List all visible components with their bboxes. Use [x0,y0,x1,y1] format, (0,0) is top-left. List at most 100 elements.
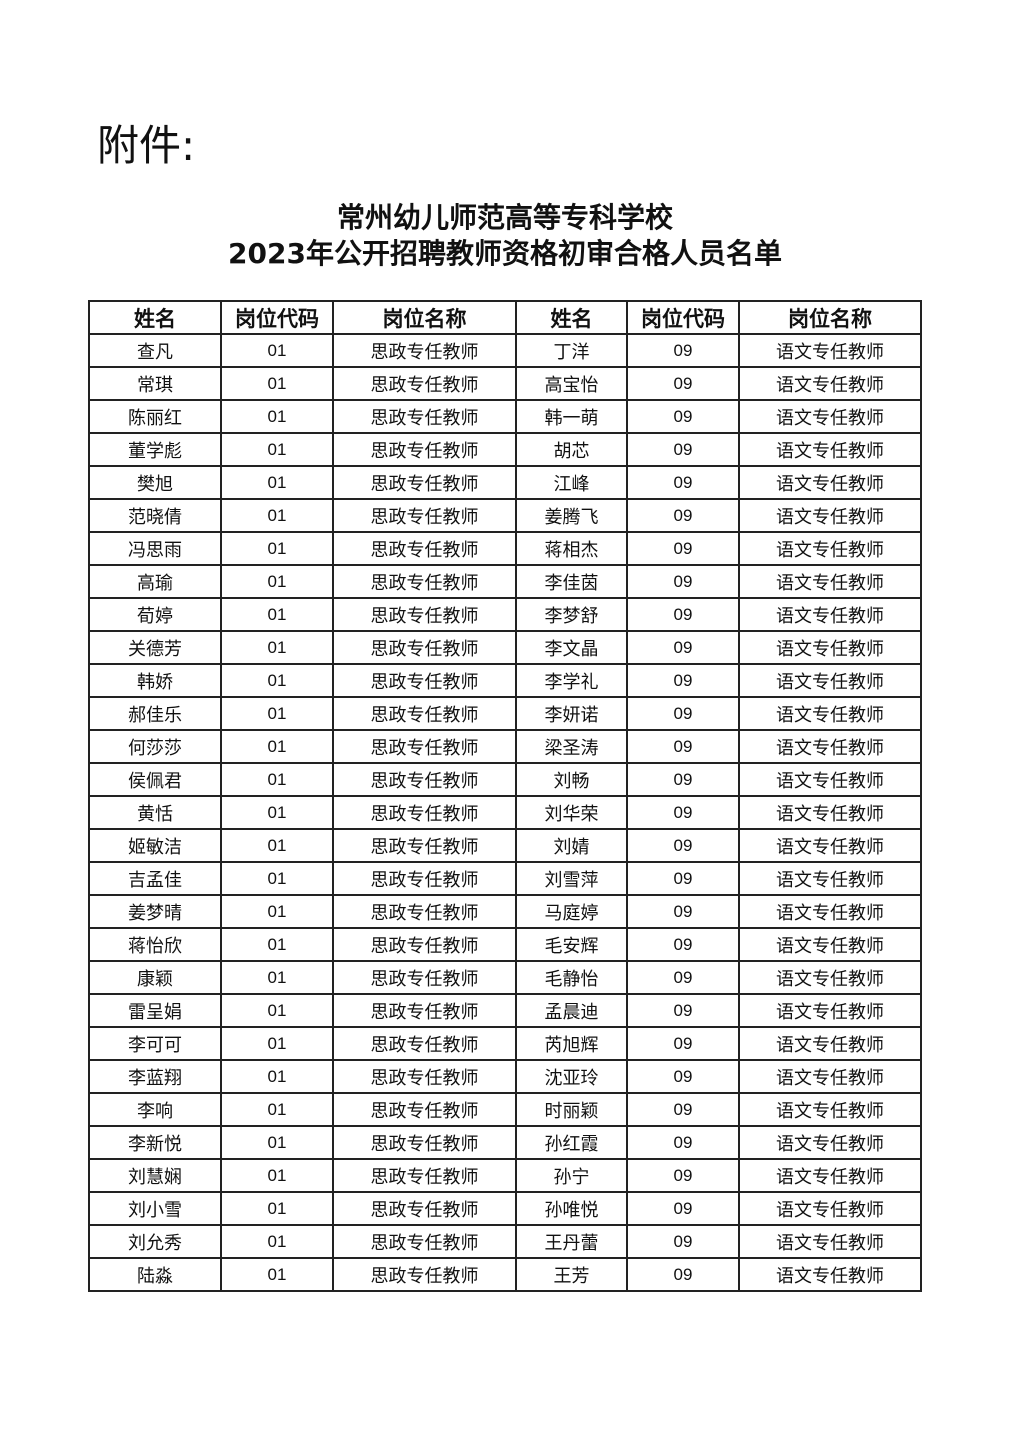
candidate-name: 刘雪萍 [515,861,628,896]
position-code: 01 [220,762,334,797]
table-row: 韩娇 01 思政专任教师 李学礼 09 语文专任教师 [88,663,922,698]
header-name: 姓名 [88,300,222,335]
position-code: 09 [626,1092,740,1127]
candidate-name: 蒋相杰 [515,531,628,566]
candidate-name: 梁圣涛 [515,729,628,764]
position-code: 01 [220,795,334,830]
candidate-name: 樊旭 [88,465,222,500]
position-name: 语文专任教师 [738,432,922,467]
candidate-name: 董学彪 [88,432,222,467]
position-code: 01 [220,531,334,566]
table-row: 李蓝翔 01 思政专任教师 沈亚玲 09 语文专任教师 [88,1059,922,1094]
candidate-name: 刘小雪 [88,1191,222,1226]
position-code: 09 [626,630,740,665]
candidate-name: 孙唯悦 [515,1191,628,1226]
position-name: 语文专任教师 [738,795,922,830]
candidate-name: 姜腾飞 [515,498,628,533]
candidate-name: 黄恬 [88,795,222,830]
position-name: 思政专任教师 [332,1224,517,1259]
header-position: 岗位名称 [332,300,517,335]
position-name: 语文专任教师 [738,927,922,962]
position-name: 语文专任教师 [738,1158,922,1193]
candidate-name: 雷呈娟 [88,993,222,1028]
position-code: 09 [626,927,740,962]
position-code: 09 [626,993,740,1028]
position-code: 01 [220,1257,334,1292]
position-code: 09 [626,333,740,368]
candidate-name: 李文晶 [515,630,628,665]
position-code: 01 [220,1158,334,1193]
candidate-name: 荀婷 [88,597,222,632]
candidate-name: 芮旭辉 [515,1026,628,1061]
candidate-name: 康颖 [88,960,222,995]
position-name: 思政专任教师 [332,1125,517,1160]
position-name: 思政专任教师 [332,1092,517,1127]
table-row: 雷呈娟 01 思政专任教师 孟晨迪 09 语文专任教师 [88,993,922,1028]
candidate-name: 王丹蕾 [515,1224,628,1259]
table-row: 陈丽红 01 思政专任教师 韩一萌 09 语文专任教师 [88,399,922,434]
table-row: 刘慧娴 01 思政专任教师 孙宁 09 语文专任教师 [88,1158,922,1193]
position-name: 语文专任教师 [738,1191,922,1226]
table-row: 李新悦 01 思政专任教师 孙红霞 09 语文专任教师 [88,1125,922,1160]
header-position: 岗位名称 [738,300,922,335]
position-code: 09 [626,1257,740,1292]
table-row: 吉孟佳 01 思政专任教师 刘雪萍 09 语文专任教师 [88,861,922,896]
position-code: 09 [626,366,740,401]
position-code: 01 [220,993,334,1028]
header-code: 岗位代码 [626,300,740,335]
candidate-name: 毛安辉 [515,927,628,962]
candidate-name: 关德芳 [88,630,222,665]
table-row: 蒋怡欣 01 思政专任教师 毛安辉 09 语文专任教师 [88,927,922,962]
candidate-name: 刘慧娴 [88,1158,222,1193]
candidate-name: 李佳茵 [515,564,628,599]
candidate-name: 刘允秀 [88,1224,222,1259]
position-name: 思政专任教师 [332,465,517,500]
position-code: 01 [220,1224,334,1259]
candidate-name: 王芳 [515,1257,628,1292]
candidate-name: 查凡 [88,333,222,368]
position-name: 思政专任教师 [332,564,517,599]
position-name: 语文专任教师 [738,861,922,896]
position-name: 语文专任教师 [738,993,922,1028]
position-name: 思政专任教师 [332,762,517,797]
position-name: 语文专任教师 [738,333,922,368]
position-code: 01 [220,432,334,467]
position-code: 01 [220,1026,334,1061]
candidate-name: 马庭婷 [515,894,628,929]
position-code: 01 [220,498,334,533]
position-name: 语文专任教师 [738,597,922,632]
candidate-name: 李梦舒 [515,597,628,632]
position-code: 01 [220,465,334,500]
position-code: 09 [626,1026,740,1061]
position-name: 语文专任教师 [738,762,922,797]
position-code: 01 [220,1191,334,1226]
position-code: 09 [626,795,740,830]
position-code: 01 [220,861,334,896]
position-code: 09 [626,894,740,929]
position-name: 思政专任教师 [332,894,517,929]
table-row: 姬敏洁 01 思政专任教师 刘婧 09 语文专任教师 [88,828,922,863]
candidate-name: 陈丽红 [88,399,222,434]
position-code: 01 [220,1092,334,1127]
candidate-name: 孙宁 [515,1158,628,1193]
candidate-name: 胡芯 [515,432,628,467]
candidate-name: 高瑜 [88,564,222,599]
position-code: 09 [626,1224,740,1259]
position-name: 语文专任教师 [738,564,922,599]
table-row: 李可可 01 思政专任教师 芮旭辉 09 语文专任教师 [88,1026,922,1061]
position-code: 09 [626,399,740,434]
candidate-table: 姓名 岗位代码 岗位名称 姓名 岗位代码 岗位名称 查凡 01 思政专任教师 丁洋 09… [88,300,922,1292]
table-row: 姜梦晴 01 思政专任教师 马庭婷 09 语文专任教师 [88,894,922,929]
candidate-name: 姬敏洁 [88,828,222,863]
position-name: 语文专任教师 [738,663,922,698]
position-name: 语文专任教师 [738,498,922,533]
table-row: 范晓倩 01 思政专任教师 姜腾飞 09 语文专任教师 [88,498,922,533]
candidate-name: 时丽颖 [515,1092,628,1127]
position-name: 思政专任教师 [332,729,517,764]
candidate-name: 何莎莎 [88,729,222,764]
position-code: 09 [626,1191,740,1226]
position-name: 思政专任教师 [332,663,517,698]
position-code: 01 [220,894,334,929]
position-name: 思政专任教师 [332,1191,517,1226]
table-row: 高瑜 01 思政专任教师 李佳茵 09 语文专任教师 [88,564,922,599]
